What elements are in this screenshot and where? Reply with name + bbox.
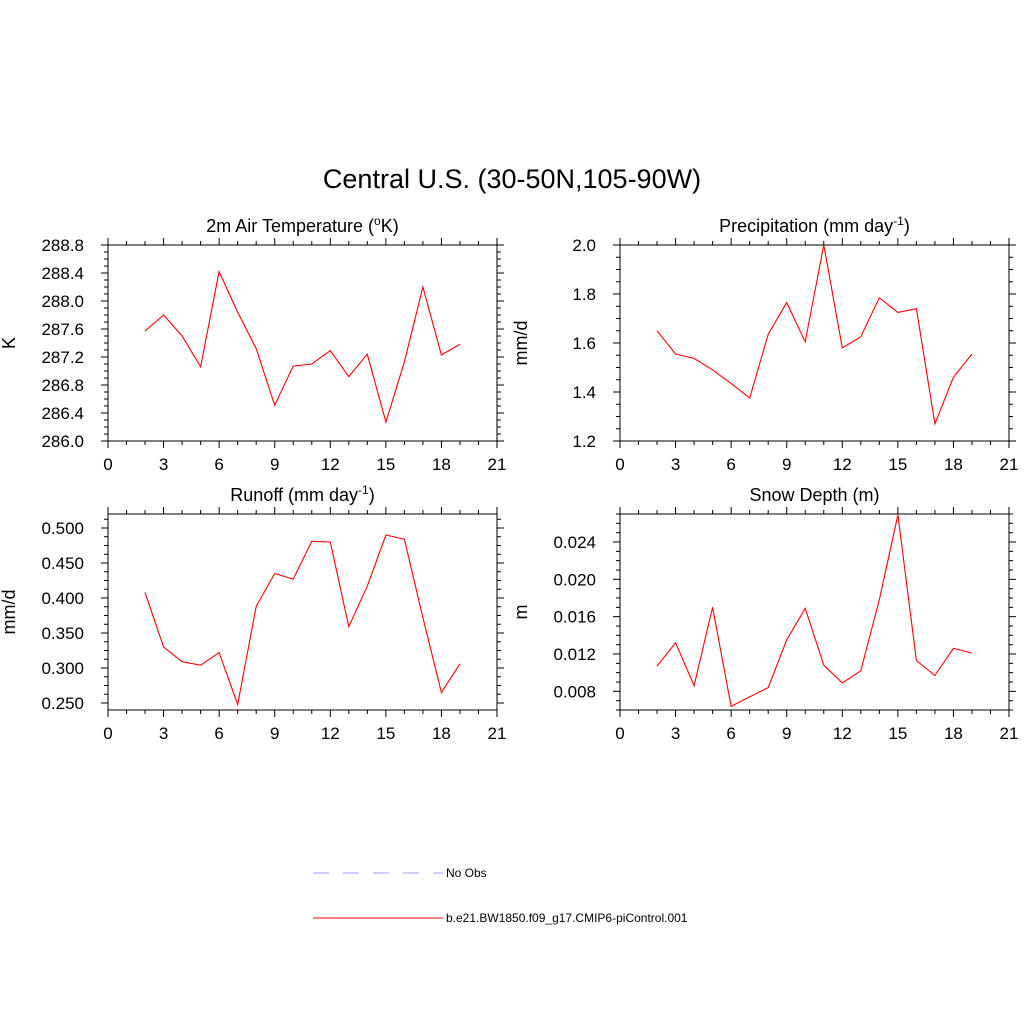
panel-title: Snow Depth (m) [749, 485, 879, 505]
x-tick-label: 21 [488, 455, 507, 474]
x-tick-label: 9 [782, 724, 791, 743]
legend [313, 872, 443, 919]
x-tick-label: 15 [888, 455, 907, 474]
panel-title: Precipitation (mm day-1) [719, 214, 910, 236]
series-line [656, 244, 973, 426]
y-tick-label: 288.0 [41, 292, 84, 311]
y-tick-label: 1.6 [572, 334, 596, 353]
x-tick-label: 3 [671, 455, 680, 474]
y-axis-label: K [0, 337, 19, 349]
x-tick-label: 12 [321, 724, 340, 743]
panel-title: 2m Air Temperature (oK) [206, 214, 398, 236]
panel-precipitation: 0 3 6 9 12 15 18 21 1.2 1.4 1.6 1.8 2.0 mm/d Precipita… [511, 214, 1018, 474]
x-tick-label: 6 [726, 455, 735, 474]
y-tick-label: 0.024 [553, 533, 596, 552]
x-tick-label: 21 [1000, 455, 1019, 474]
y-tick-label: 288.8 [41, 236, 84, 255]
y-tick-label: 287.2 [41, 348, 84, 367]
x-tick-label: 6 [726, 724, 735, 743]
x-tick-label: 9 [270, 724, 279, 743]
panel-air-temperature: 0 3 6 9 12 15 18 21 286.0 286.4 286.8 287.2 287.6 288… [0, 214, 506, 474]
series-line [144, 269, 461, 425]
y-tick-label: 0.012 [553, 645, 596, 664]
x-tick-label: 15 [888, 724, 907, 743]
series-line [656, 514, 973, 708]
x-tick-label: 0 [103, 724, 112, 743]
x-tick-label: 6 [214, 455, 223, 474]
x-tick-label: 18 [944, 724, 963, 743]
y-tick-label: 0.400 [41, 589, 84, 608]
x-tick-label: 12 [833, 455, 852, 474]
y-tick-label: 0.250 [41, 694, 84, 713]
y-tick-label: 1.4 [572, 383, 596, 402]
y-tick-label: 0.016 [553, 608, 596, 627]
legend-label-no-obs: No Obs [446, 866, 487, 880]
y-tick-label: 286.8 [41, 376, 84, 395]
series-line [144, 534, 461, 707]
figure-title: Central U.S. (30-50N,105-90W) [322, 164, 702, 194]
plot-frame [107, 513, 498, 711]
y-tick-label: 288.4 [41, 264, 84, 283]
y-tick-label: 287.6 [41, 320, 84, 339]
y-tick-label: 286.0 [41, 432, 84, 451]
x-tick-label: 21 [1000, 724, 1019, 743]
y-tick-label: 0.500 [41, 519, 84, 538]
plot-frame [107, 244, 498, 442]
plot-frame [619, 244, 1010, 442]
y-tick-label: 1.2 [572, 432, 596, 451]
y-axis-label: mm/d [0, 590, 19, 635]
x-tick-label: 18 [432, 724, 451, 743]
y-tick-label: 1.8 [572, 285, 596, 304]
y-tick-label: 2.0 [572, 236, 596, 255]
x-tick-label: 18 [432, 455, 451, 474]
y-tick-label: 0.350 [41, 624, 84, 643]
x-tick-label: 6 [214, 724, 223, 743]
x-tick-label: 9 [270, 455, 279, 474]
y-axis-label: mm/d [511, 321, 531, 366]
legend-label-model: b.e21.BW1850.f09_g17.CMIP6-piControl.001 [446, 911, 688, 925]
panel-title: Runoff (mm day-1) [230, 483, 374, 505]
x-tick-label: 0 [615, 455, 624, 474]
panel-snow-depth: 0 3 6 9 12 15 18 21 0.008 0.012 0.016 0.020 0.024 m Sn… [511, 485, 1018, 743]
x-tick-label: 21 [488, 724, 507, 743]
plot-frame [619, 513, 1010, 711]
y-tick-label: 0.450 [41, 554, 84, 573]
x-tick-label: 12 [321, 455, 340, 474]
y-axis-label: m [511, 605, 531, 620]
x-tick-label: 3 [159, 455, 168, 474]
y-tick-label: 286.4 [41, 404, 84, 423]
x-tick-label: 9 [782, 455, 791, 474]
x-tick-label: 3 [671, 724, 680, 743]
x-tick-label: 15 [376, 724, 395, 743]
y-tick-label: 0.300 [41, 659, 84, 678]
y-tick-label: 0.008 [553, 682, 596, 701]
x-tick-label: 3 [159, 724, 168, 743]
x-tick-label: 15 [376, 455, 395, 474]
panel-runoff: 0 3 6 9 12 15 18 21 0.250 0.300 0.350 0.400 0.450 0.5… [0, 483, 506, 743]
y-tick-label: 0.020 [553, 570, 596, 589]
x-tick-label: 12 [833, 724, 852, 743]
x-tick-label: 18 [944, 455, 963, 474]
x-tick-label: 0 [615, 724, 624, 743]
x-tick-label: 0 [103, 455, 112, 474]
